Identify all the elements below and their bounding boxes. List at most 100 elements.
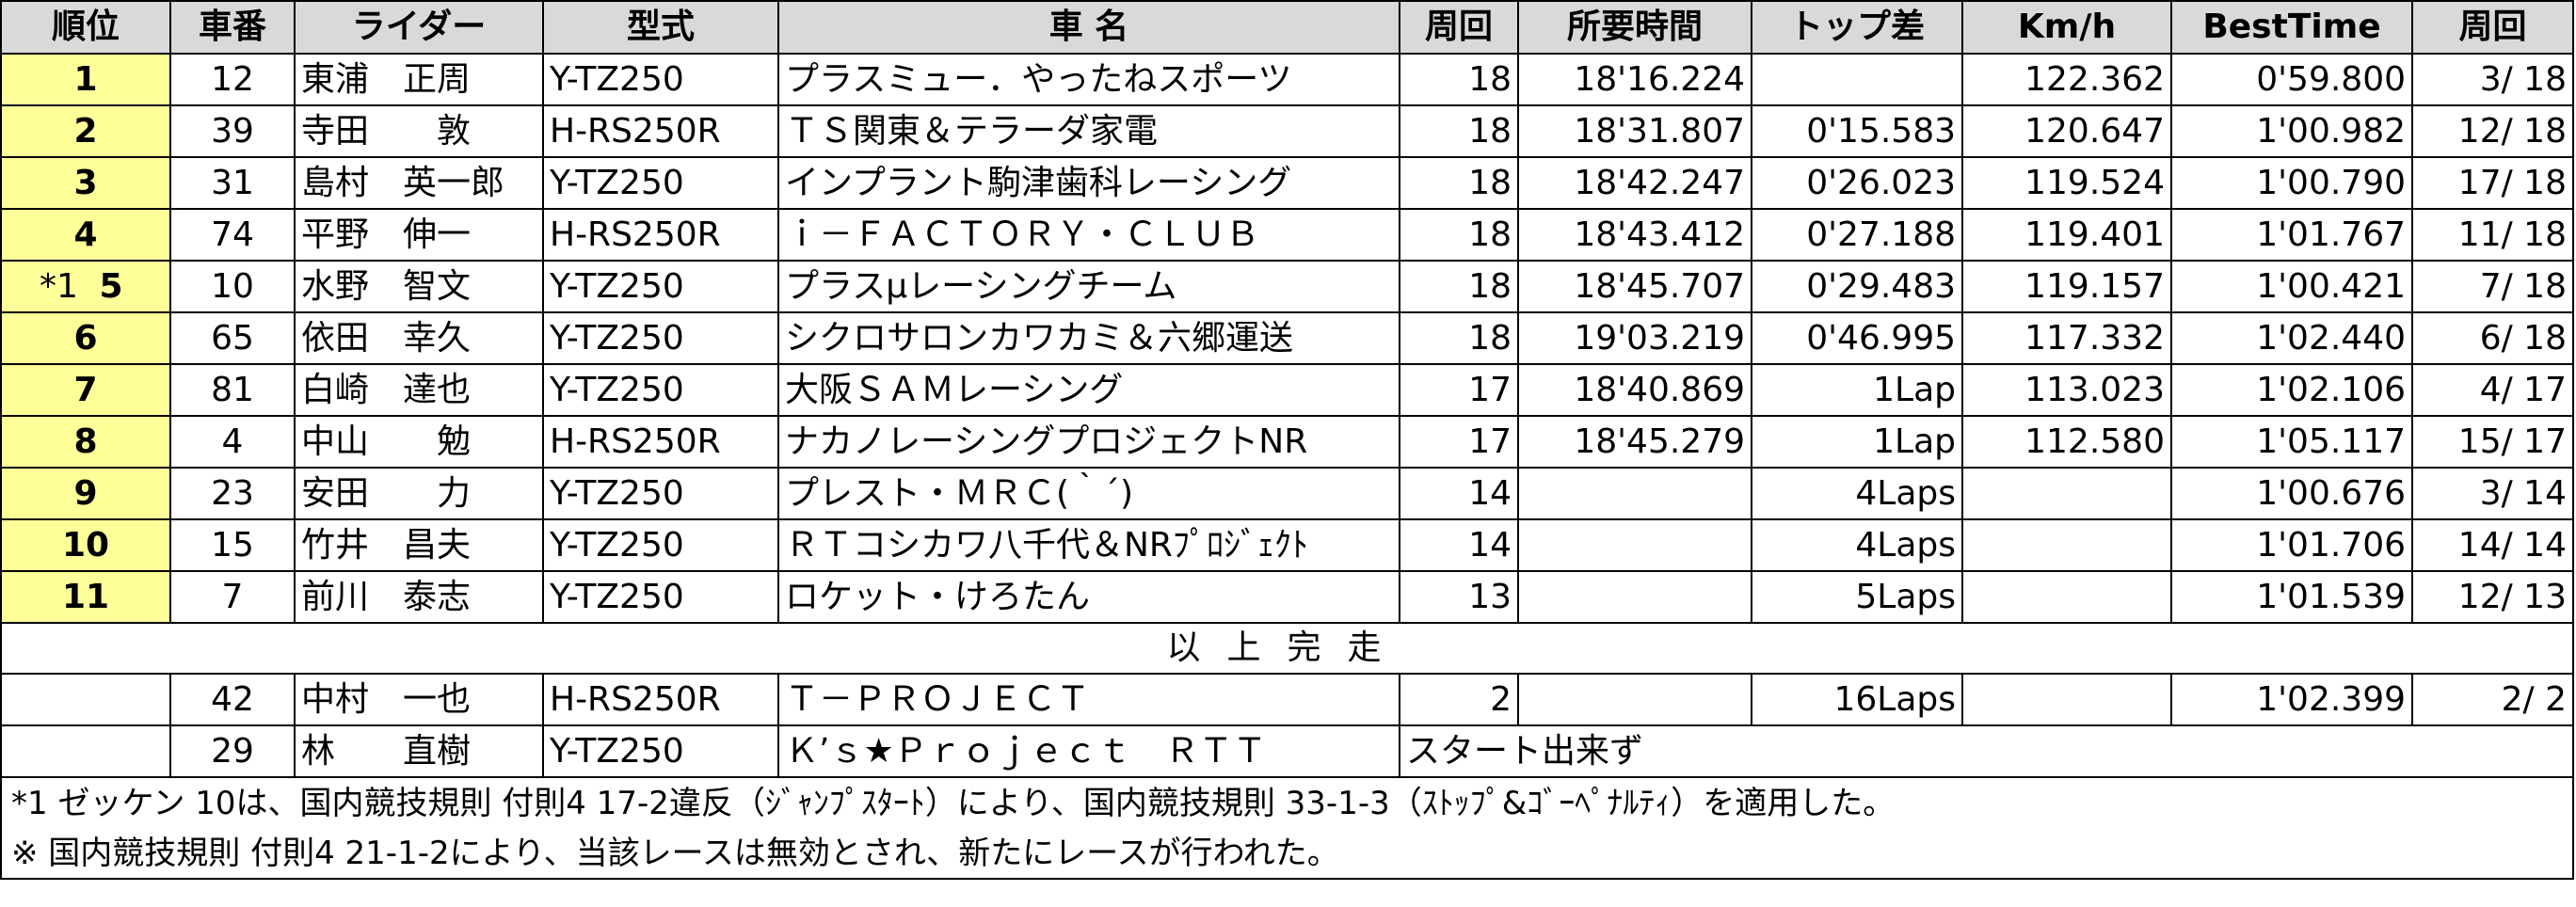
- position-value: 8: [73, 422, 98, 461]
- position-value: 5: [99, 266, 123, 306]
- cell-speed: 113.023: [1961, 363, 2172, 417]
- footnote-race-void: ※ 国内競技規則 付則4 21-1-2により、当該レースは無効とされ、新たにレー…: [0, 828, 2574, 880]
- cell-model: H-RS250R: [542, 415, 779, 469]
- cell-number: 42: [169, 673, 296, 726]
- footnote-row: *1 ゼッケン 10は、国内競技規則 付則4 17-2違反（ｼﾞｬﾝﾌﾟｽﾀｰﾄ…: [0, 776, 2574, 828]
- cell-best-time: 1'05.117: [2170, 415, 2413, 469]
- cell-best-time: 1'00.790: [2170, 156, 2413, 210]
- cell-team: ｉ－ＦＡＣＴＯＲＹ・ＣＬＵＢ: [777, 208, 1400, 262]
- cell-best-lap: 2/ 2: [2411, 673, 2574, 726]
- cell-number: 29: [169, 724, 296, 778]
- cell-position: 10: [0, 518, 171, 572]
- cell-best-lap: 4/ 17: [2411, 363, 2574, 417]
- cell-position: 6: [0, 311, 171, 365]
- cell-rider: 平野 伸一: [294, 208, 544, 262]
- cell-position: 8: [0, 415, 171, 469]
- cell-best-lap: 3/ 18: [2411, 53, 2574, 106]
- position-value: 6: [73, 318, 98, 358]
- cell-rider: 依田 幸久: [294, 311, 544, 365]
- cell-rider: 中村 一也: [294, 673, 544, 726]
- cell-rider: 安田 力: [294, 467, 544, 520]
- col-header-time: 所要時間: [1517, 0, 1752, 55]
- result-row: 3 31 島村 英一郎 Y-TZ250 インプラント駒津歯科レーシング 18 18'42.2…: [0, 156, 2574, 210]
- result-row: *1 5 10 水野 智文 Y-TZ250 プラスμレーシングチーム 18 18'45.707…: [0, 260, 2574, 313]
- cell-team: Ｋ’ｓ★Ｐｒｏｊｅｃｔ ＲＴＴ: [777, 724, 1400, 778]
- col-header-laps: 周回: [1399, 0, 1519, 55]
- header-row: 順位 車番 ライダー 型式 車 名 周回 所要時間 トップ差 Km/h Best…: [0, 0, 2574, 55]
- footnote-row: ※ 国内競技規則 付則4 21-1-2により、当該レースは無効とされ、新たにレー…: [0, 828, 2574, 880]
- cell-gap: 16Laps: [1751, 673, 1963, 726]
- cell-team: ＲＴコシカワ八千代＆NRﾌﾟﾛｼﾞｪｸﾄ: [777, 518, 1400, 572]
- cell-model: Y-TZ250: [542, 311, 779, 365]
- cell-gap: 1Lap: [1751, 415, 1963, 469]
- cell-number: 15: [169, 518, 296, 572]
- cell-laps: 17: [1399, 363, 1519, 417]
- cell-rider: 林 直樹: [294, 724, 544, 778]
- cell-team: インプラント駒津歯科レーシング: [777, 156, 1400, 210]
- position-value: 11: [61, 577, 110, 616]
- result-row: 9 23 安田 力 Y-TZ250 プレスト・ＭＲＣ(｀´) 14 4Laps 1'00.67…: [0, 467, 2574, 520]
- cell-time: 18'45.279: [1517, 415, 1752, 469]
- result-row: 1 12 東浦 正周 Y-TZ250 プラスミュー．やったねスポーツ 18 18'16.22…: [0, 53, 2574, 106]
- result-row: 2 39 寺田 敦 H-RS250R ＴＳ関東＆テラーダ家電 18 18'31.807 0'1…: [0, 104, 2574, 158]
- cell-speed: [1961, 467, 2172, 520]
- col-header-best-time: BestTime: [2170, 0, 2413, 55]
- cell-laps: 18: [1399, 156, 1519, 210]
- cell-number: 65: [169, 311, 296, 365]
- result-row: 7 81 白崎 達也 Y-TZ250 大阪ＳＡＭレーシング 17 18'40.869 1Lap…: [0, 363, 2574, 417]
- cell-best-lap: 15/ 17: [2411, 415, 2574, 469]
- cell-time: 18'45.707: [1517, 260, 1752, 313]
- cell-number: 10: [169, 260, 296, 313]
- cell-number: 39: [169, 104, 296, 158]
- position-value: 2: [73, 111, 98, 151]
- cell-team: Ｔ－ＰＲＯＪＥＣＴ: [777, 673, 1400, 726]
- cell-best-time: 1'02.440: [2170, 311, 2413, 365]
- cell-team: シクロサロンカワカミ＆六郷運送: [777, 311, 1400, 365]
- cell-position: 4: [0, 208, 171, 262]
- cell-best-lap: 17/ 18: [2411, 156, 2574, 210]
- cell-time: [1517, 518, 1752, 572]
- cell-speed: 119.524: [1961, 156, 2172, 210]
- cell-gap: 0'15.583: [1751, 104, 1963, 158]
- cell-rider: 前川 泰志: [294, 570, 544, 624]
- cell-laps: 18: [1399, 208, 1519, 262]
- cell-number: 74: [169, 208, 296, 262]
- cell-time: [1517, 467, 1752, 520]
- cell-best-time: 1'00.982: [2170, 104, 2413, 158]
- cell-speed: [1961, 570, 2172, 624]
- cell-speed: 112.580: [1961, 415, 2172, 469]
- cell-rider: 竹井 昌夫: [294, 518, 544, 572]
- cell-position: 1: [0, 53, 171, 106]
- cell-gap: [1751, 53, 1963, 106]
- col-header-speed: Km/h: [1961, 0, 2172, 55]
- cell-team: プラスミュー．やったねスポーツ: [777, 53, 1400, 106]
- cell-team: プレスト・ＭＲＣ(｀´): [777, 467, 1400, 520]
- col-header-position: 順位: [0, 0, 171, 55]
- cell-speed: 119.401: [1961, 208, 2172, 262]
- cell-best-lap: 6/ 18: [2411, 311, 2574, 365]
- col-header-rider: ライダー: [294, 0, 544, 55]
- cell-time: 19'03.219: [1517, 311, 1752, 365]
- cell-best-time: 1'01.706: [2170, 518, 2413, 572]
- col-header-best-lap: 周回: [2411, 0, 2574, 55]
- cell-laps: 13: [1399, 570, 1519, 624]
- position-value: 4: [73, 215, 98, 254]
- result-row: 11 7 前川 泰志 Y-TZ250 ロケット・けろたん 13 5Laps 1'01.539 1…: [0, 570, 2574, 624]
- result-row: 8 4 中山 勉 H-RS250R ナカノレーシングプロジェクトNR 17 18'45.27…: [0, 415, 2574, 469]
- cell-model: Y-TZ250: [542, 724, 779, 778]
- cell-laps: 17: [1399, 415, 1519, 469]
- footnote-penalty: *1 ゼッケン 10は、国内競技規則 付則4 17-2違反（ｼﾞｬﾝﾌﾟｽﾀｰﾄ…: [0, 776, 2574, 828]
- cell-best-lap: 12/ 13: [2411, 570, 2574, 624]
- cell-laps: 18: [1399, 260, 1519, 313]
- cell-number: 23: [169, 467, 296, 520]
- cell-model: Y-TZ250: [542, 467, 779, 520]
- cell-position: [0, 724, 171, 778]
- cell-rider: 寺田 敦: [294, 104, 544, 158]
- cell-model: Y-TZ250: [542, 570, 779, 624]
- cell-laps: 18: [1399, 53, 1519, 106]
- position-value: 10: [61, 525, 110, 565]
- cell-speed: [1961, 673, 2172, 726]
- cell-model: Y-TZ250: [542, 363, 779, 417]
- cell-team: プラスμレーシングチーム: [777, 260, 1400, 313]
- cell-model: H-RS250R: [542, 208, 779, 262]
